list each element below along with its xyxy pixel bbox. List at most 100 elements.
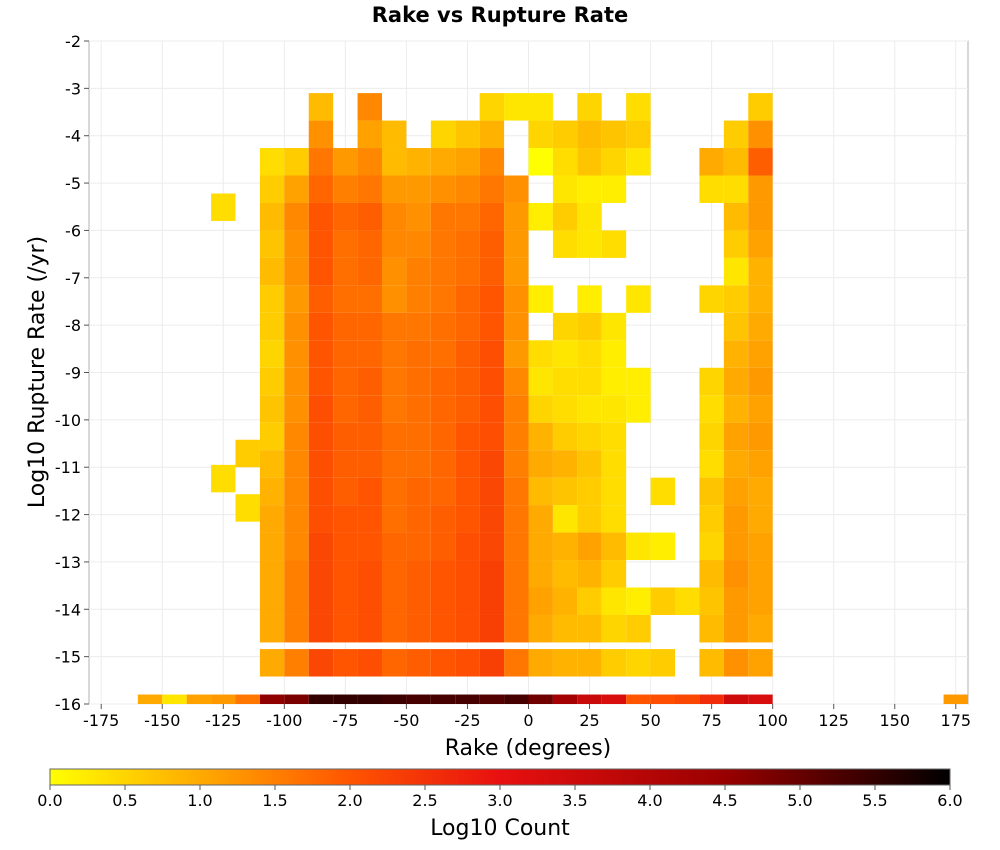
heatmap-cell (357, 614, 382, 643)
x-axis-label: Rake (degrees) (445, 736, 612, 761)
heatmap-cell (748, 202, 773, 231)
heatmap-cell (528, 614, 553, 643)
heatmap-cell (479, 450, 505, 478)
heatmap-cell (479, 532, 505, 561)
x-tick-label: -100 (266, 711, 302, 730)
heatmap-cell (308, 312, 334, 341)
heatmap-cell (284, 422, 309, 451)
heatmap-cell (528, 477, 553, 506)
heatmap-cell (626, 148, 651, 176)
x-tick-label: 25 (579, 711, 599, 730)
colorbar-tick-label: 0.5 (112, 791, 137, 810)
heatmap-cell (675, 694, 700, 704)
heatmap-cell (333, 257, 358, 286)
heatmap-cell (626, 120, 651, 149)
heatmap-cell (601, 614, 627, 643)
y-tick-label: -7 (65, 269, 81, 288)
heatmap-cell (552, 505, 578, 533)
heatmap-cell (552, 230, 578, 258)
heatmap-cell (284, 202, 309, 231)
heatmap-cell (528, 560, 553, 588)
heatmap-cell (382, 257, 407, 286)
y-tick-label: -15 (55, 648, 81, 667)
heatmap-cell (577, 560, 602, 588)
heatmap-cell (284, 587, 309, 615)
heatmap-cell (455, 560, 480, 588)
heatmap-cell (577, 148, 602, 176)
heatmap-cell (259, 560, 285, 588)
heatmap-cell (430, 422, 456, 451)
y-tick-label: -4 (65, 127, 81, 146)
heatmap-cell (601, 175, 627, 203)
heatmap-cell (699, 694, 724, 704)
heatmap-cell (723, 395, 749, 423)
y-tick-label: -13 (55, 553, 81, 572)
heatmap-cell (284, 614, 309, 643)
heatmap-cell (357, 175, 382, 203)
heatmap-cell (528, 450, 553, 478)
heatmap-cell (284, 367, 309, 396)
heatmap-cell (552, 532, 578, 561)
heatmap-cell (406, 614, 431, 643)
heatmap-cell (284, 312, 309, 341)
heatmap-cell (577, 312, 602, 341)
heatmap-cell (406, 175, 431, 203)
x-tick-label: -175 (83, 711, 119, 730)
heatmap-cell (308, 395, 334, 423)
x-tick-label: -125 (205, 711, 241, 730)
colorbar-label: Log10 Count (430, 816, 570, 841)
colorbar-tick-label: 3.0 (487, 791, 512, 810)
x-tick-label: 75 (701, 711, 721, 730)
heatmap-cell (406, 477, 431, 506)
heatmap-cell (430, 532, 456, 561)
heatmap-cell (528, 340, 553, 368)
y-tick-label: -14 (55, 600, 81, 619)
heatmap-cell (577, 587, 602, 615)
heatmap-cell (504, 257, 529, 286)
heatmap-cell (504, 614, 529, 643)
heatmap-cell (552, 395, 578, 423)
heatmap-cell (723, 120, 749, 149)
heatmap-cell (699, 614, 724, 643)
heatmap-cell (601, 560, 627, 588)
heatmap-cell (357, 532, 382, 561)
heatmap-cell (284, 395, 309, 423)
heatmap-cell (259, 395, 285, 423)
heatmap-cell (333, 505, 358, 533)
x-tick-label: -25 (454, 711, 480, 730)
heatmap-cell (552, 202, 578, 231)
heatmap-cell (430, 614, 456, 643)
heatmap-cell (406, 202, 431, 231)
heatmap-cell (626, 93, 651, 121)
heatmap-cell (577, 340, 602, 368)
heatmap-cell (528, 202, 553, 231)
heatmap-cell (748, 340, 773, 368)
heatmap-cell (504, 477, 529, 506)
heatmap-cell (259, 422, 285, 451)
heatmap-cell (626, 649, 651, 677)
heatmap-cell (455, 230, 480, 258)
heatmap-cell (308, 505, 334, 533)
x-tick-label: 50 (640, 711, 660, 730)
heatmap-cell (430, 450, 456, 478)
heatmap-cell (504, 395, 529, 423)
heatmap-cell (601, 532, 627, 561)
heatmap-cell (430, 649, 456, 677)
heatmap-cell (308, 614, 334, 643)
heatmap-cell (748, 312, 773, 341)
y-tick-label: -9 (65, 364, 81, 383)
heatmap-cell (211, 464, 236, 493)
heatmap-cell (430, 120, 456, 149)
heatmap-cell (723, 560, 749, 588)
heatmap-cell (723, 649, 749, 677)
heatmap-cell (601, 340, 627, 368)
x-tick-label: 150 (879, 711, 910, 730)
heatmap-cell (259, 230, 285, 258)
heatmap-cell (406, 367, 431, 396)
heatmap-cell (382, 367, 407, 396)
heatmap-cell (699, 560, 724, 588)
heatmap-cell (430, 148, 456, 176)
heatmap-cell (552, 694, 578, 704)
heatmap-cell (601, 120, 627, 149)
